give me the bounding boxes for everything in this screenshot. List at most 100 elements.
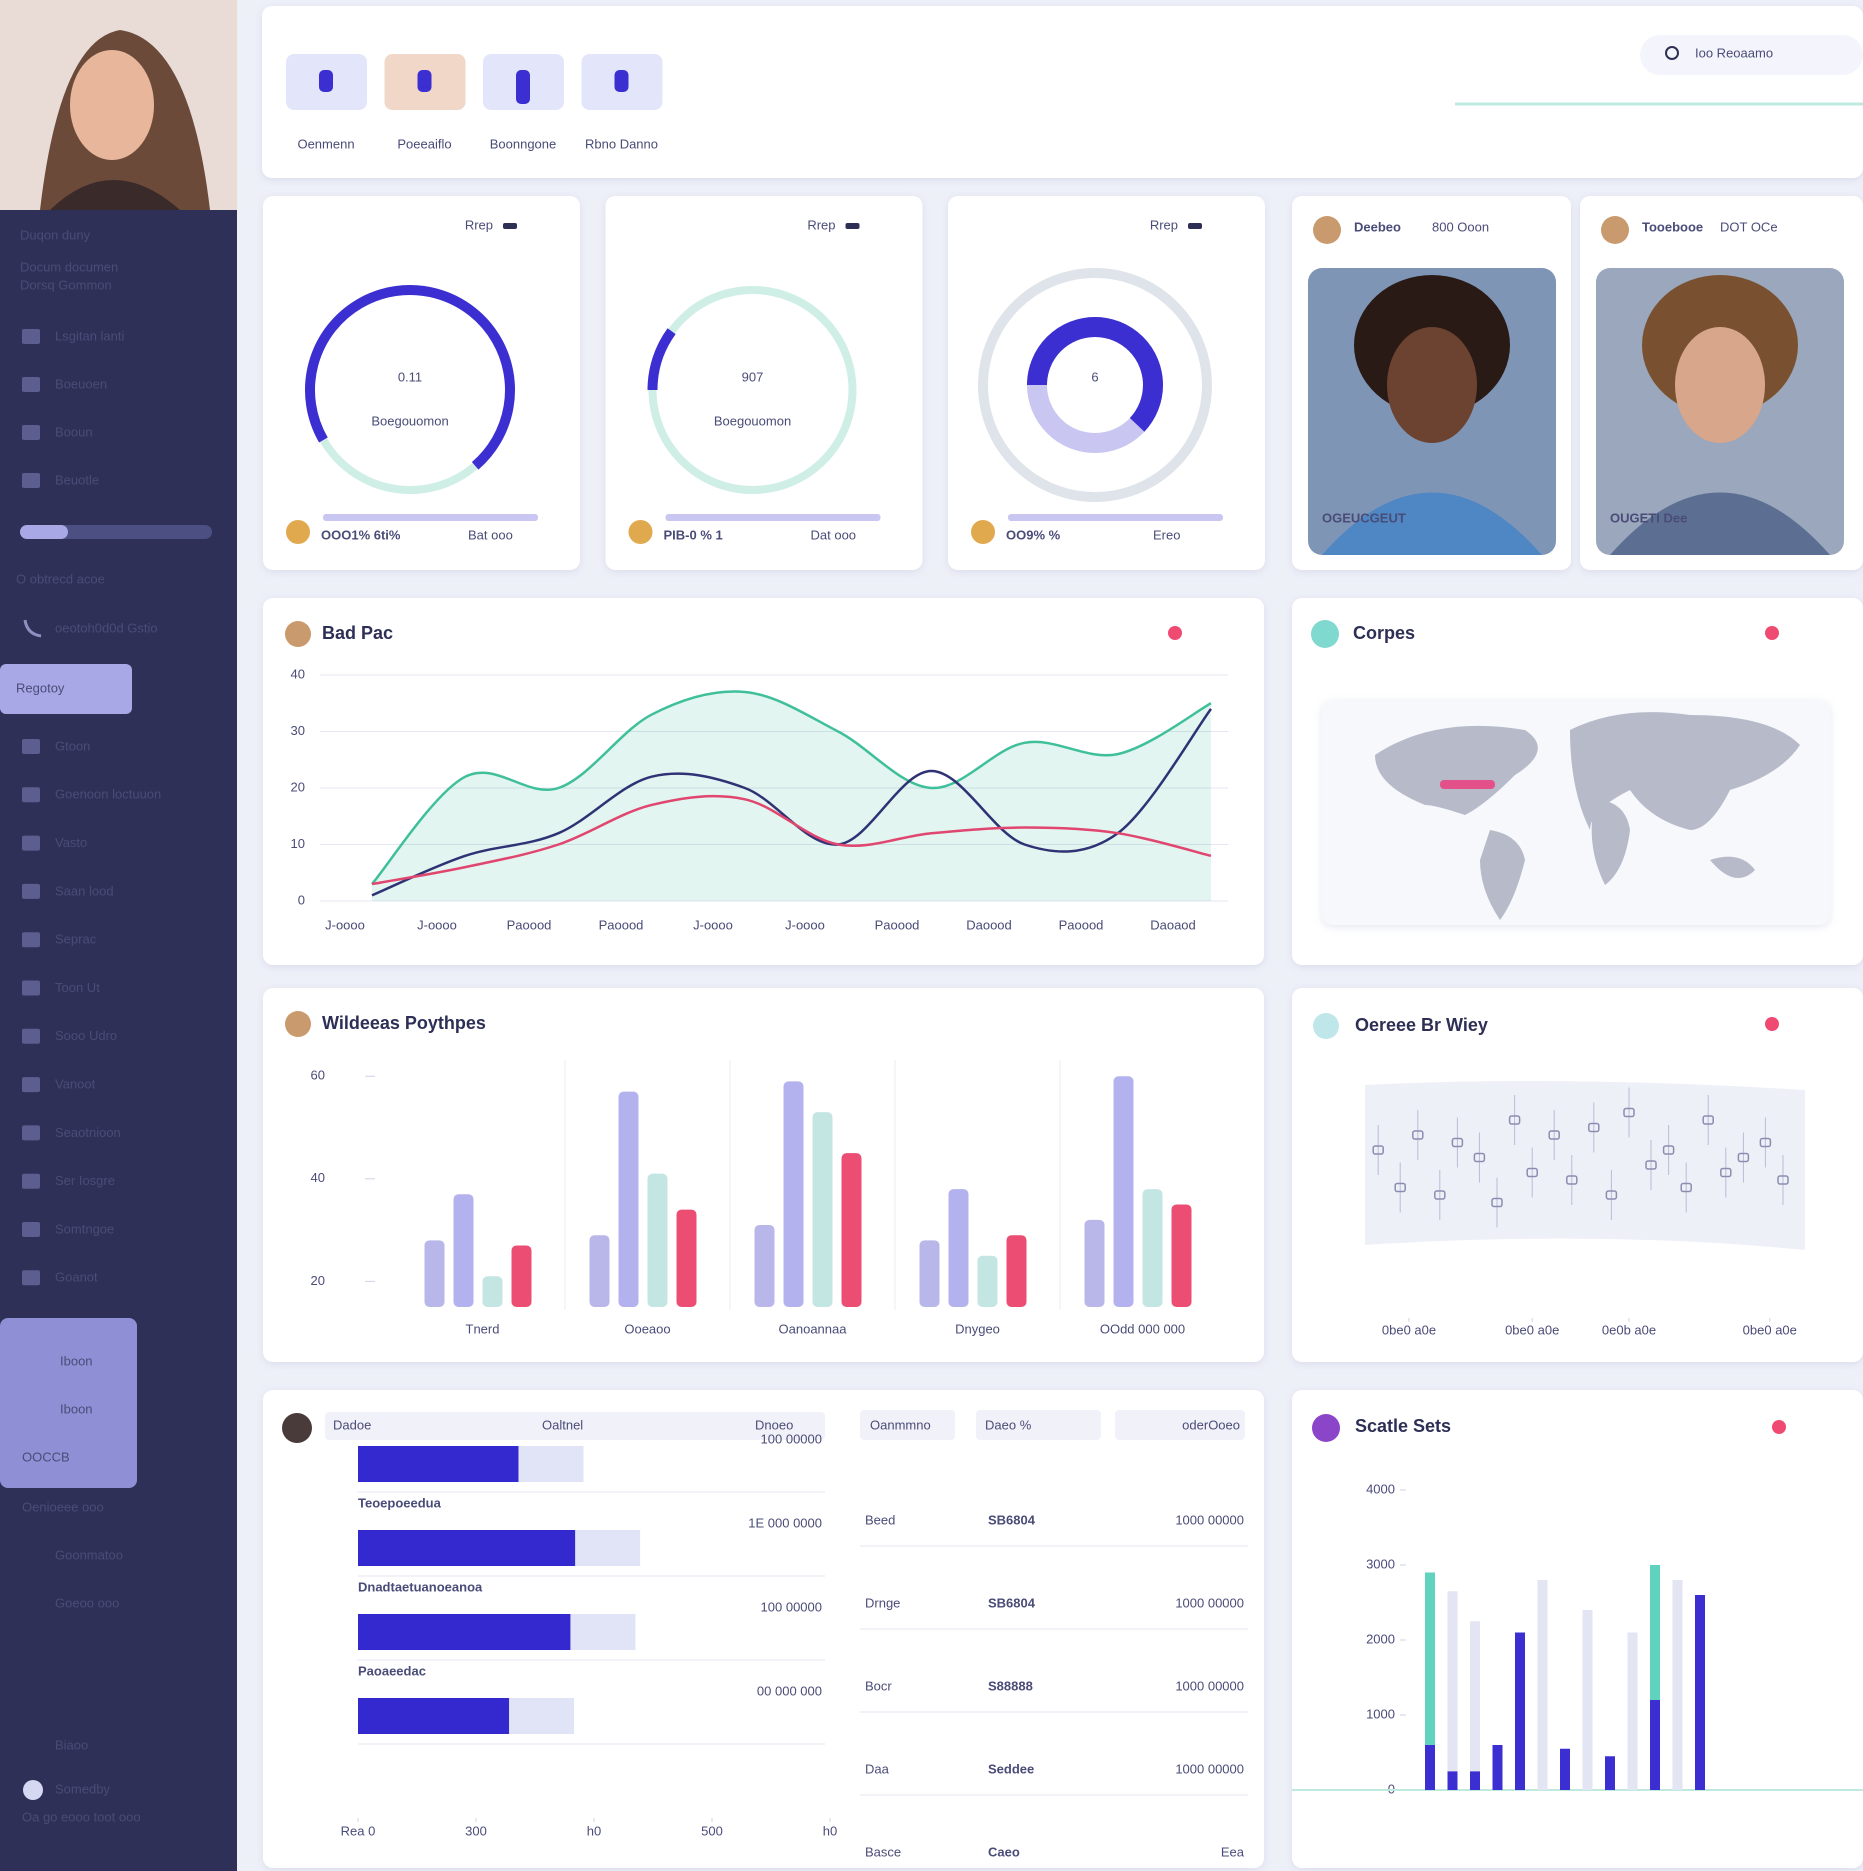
menu-item: Beuotle (55, 472, 99, 487)
row-label: Paoaeedac (358, 1663, 426, 1678)
point (1434, 1190, 1446, 1200)
menu-icon (22, 1270, 40, 1286)
bar (948, 1189, 969, 1307)
point (1605, 1190, 1618, 1200)
x-tick-label: 300 (465, 1823, 487, 1838)
bar (812, 1112, 833, 1307)
bar (647, 1173, 668, 1307)
bar (1142, 1189, 1163, 1307)
bar-segment (1537, 1580, 1548, 1790)
sidebar (0, 0, 237, 1871)
active-item[interactable] (0, 664, 132, 714)
search-icon (1665, 46, 1679, 60)
menu-icon (22, 1077, 40, 1093)
point (1777, 1175, 1789, 1185)
bar (358, 1530, 576, 1566)
menu-item: Lsgitan lanti (55, 328, 124, 343)
header-cell (1115, 1410, 1245, 1440)
header-bar (325, 1412, 825, 1440)
search-box[interactable] (1640, 35, 1863, 75)
menu-item: Seaotnioon (55, 1125, 121, 1140)
card-menu: Rrep (807, 217, 835, 232)
menu-item: Biaoo (55, 1737, 88, 1752)
x-tick-label: Rea 0 (341, 1823, 376, 1838)
menu-icon (22, 473, 40, 488)
menu-icon (22, 739, 40, 754)
tab-icon (516, 70, 530, 104)
shoulders (50, 180, 180, 210)
stat-bar (665, 514, 881, 521)
table-cell: Basce (865, 1844, 901, 1859)
point (1720, 1167, 1732, 1178)
x-tick-label: J-oooo (325, 917, 365, 932)
menu-icon (22, 1222, 40, 1237)
bar (1171, 1204, 1192, 1307)
table-cell: SB6804 (988, 1595, 1036, 1610)
title-icon (1312, 1414, 1340, 1442)
tab-label: Poeeaiflo (397, 136, 451, 151)
card (263, 196, 580, 570)
person-meta: 800 Ooon (1432, 219, 1489, 234)
tab-icon (614, 70, 629, 92)
face (70, 50, 154, 160)
chart-title: Bad Pac (322, 623, 393, 643)
bar-segment (1650, 1565, 1660, 1700)
chart-title: Scatle Sets (1355, 1416, 1451, 1436)
y-tick-label: 1000 (1366, 1706, 1395, 1721)
y-tick-label: 40 (291, 666, 305, 681)
line (371, 690, 1212, 885)
bar (358, 1614, 571, 1650)
y-tick-label: 3000 (1366, 1556, 1395, 1571)
row-note: 100 00000 (761, 1431, 822, 1446)
table-cell: Seddee (988, 1761, 1034, 1776)
x-tick-label: Daoaod (1150, 917, 1196, 932)
x-tick-label: Oanoannaa (779, 1321, 848, 1336)
user-sub: Oa go eooo toot ooo (22, 1809, 141, 1824)
title-icon (1313, 1013, 1339, 1039)
bar (1113, 1076, 1134, 1307)
x-tick-label: J-oooo (693, 917, 733, 932)
alert-dot (1765, 1017, 1779, 1031)
menu-dot (845, 223, 860, 229)
x-tick-label: Tnerd (466, 1321, 500, 1336)
bar-segment (1515, 1632, 1525, 1790)
stat-note: Dat ooo (811, 527, 857, 542)
stat-icon (971, 520, 995, 544)
x-tick-label: h0 (587, 1823, 601, 1838)
stat-note: Bat ooo (468, 527, 513, 542)
bar-segment (1470, 1621, 1480, 1772)
point (1412, 1130, 1424, 1140)
y-tick-label: 0 (298, 892, 305, 907)
menu-item: Boeuoen (55, 376, 107, 391)
menu-item: Booun (55, 424, 93, 439)
x-tick-label: Paoood (599, 917, 644, 932)
bar (618, 1091, 639, 1307)
avatar (1313, 216, 1341, 244)
menu-icon (22, 425, 40, 440)
continent (1570, 712, 1800, 830)
x-tick-label: Ooeaoo (624, 1321, 670, 1336)
profile-bio: Docum documen (20, 259, 118, 274)
submenu-item: Iboon (60, 1401, 93, 1416)
bar-segment (1650, 1700, 1660, 1790)
row-label: Dnadtaetuanoeanoa (358, 1579, 483, 1594)
alert-dot (1168, 626, 1182, 640)
bar-segment (1425, 1572, 1435, 1745)
menu-icon (22, 980, 40, 996)
bar-segment (1605, 1756, 1615, 1790)
table-cell: 1000 00000 (1175, 1678, 1244, 1693)
area (372, 691, 1211, 901)
point (1645, 1160, 1657, 1170)
title-icon (282, 1413, 312, 1443)
column-header: Daeo % (985, 1417, 1032, 1432)
gauge-value: 0.11 (398, 369, 422, 384)
bar (977, 1255, 998, 1307)
continent (1591, 800, 1630, 885)
y-tick-label: 0 (1388, 1781, 1395, 1796)
top-bar (262, 6, 1863, 178)
y-tick-label: 20 (311, 1273, 325, 1288)
title-icon (285, 621, 311, 647)
x-tick-label: Paoood (1059, 917, 1104, 932)
column-header: Oanmmno (870, 1417, 931, 1432)
